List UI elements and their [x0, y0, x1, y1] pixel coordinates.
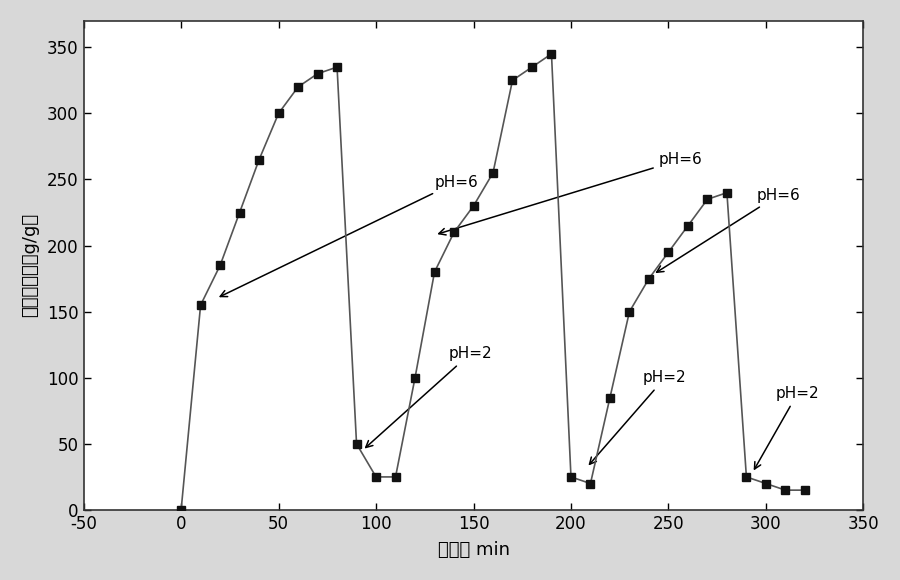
Text: pH=2: pH=2: [365, 346, 491, 448]
Text: pH=6: pH=6: [220, 175, 478, 296]
Y-axis label: 吸水倍率／（g/g）: 吸水倍率／（g/g）: [21, 213, 39, 317]
Text: pH=6: pH=6: [657, 188, 800, 272]
Text: pH=6: pH=6: [439, 152, 702, 235]
Text: pH=2: pH=2: [754, 386, 819, 469]
Text: pH=2: pH=2: [590, 370, 687, 464]
X-axis label: 时间／ min: 时间／ min: [437, 541, 509, 559]
